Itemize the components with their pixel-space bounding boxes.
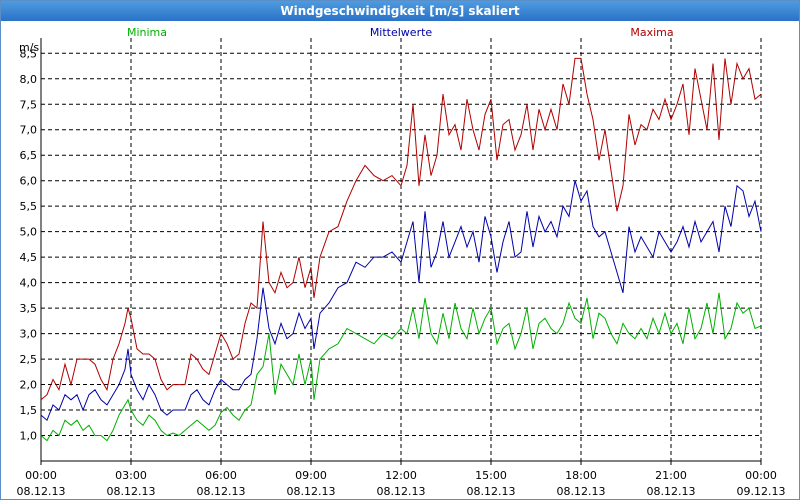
x-axis: 00:00 08.12.13 03:00 08.12.13 06:00 08.12.13 0… — [17, 461, 786, 498]
x-tick-time: 00:00 — [745, 469, 777, 482]
y-tick-label: 3,5 — [20, 302, 38, 315]
y-tick-label: 6,0 — [20, 175, 38, 188]
series-line-mittelwerte — [40, 180, 762, 422]
legend-maxima: Maxima — [630, 26, 673, 39]
window-title: Windgeschwindigkeit [m/s] skaliert — [1, 1, 799, 21]
y-tick-label: 1,0 — [20, 430, 38, 443]
x-tick-date: 08.12.13 — [557, 485, 606, 498]
x-tick-time: 18:00 — [565, 469, 597, 482]
x-tick-time: 09:00 — [295, 469, 327, 482]
series-line-minima — [40, 292, 762, 442]
legend-minima: Minima — [127, 26, 167, 39]
y-axis: m/s 1,0 1,5 2,0 2,5 3,0 3,5 4,0 4,5 5,0 5,5 6,0 6,5 7… — [19, 41, 39, 443]
y-tick-label: 7,5 — [20, 98, 38, 111]
y-tick-label: 1,5 — [20, 404, 38, 417]
y-tick-label: 4,5 — [20, 251, 38, 264]
y-tick-label: 6,5 — [20, 149, 38, 162]
y-tick-label: 7,0 — [20, 124, 38, 137]
x-tick-time: 12:00 — [385, 469, 417, 482]
y-tick-label: 2,5 — [20, 353, 38, 366]
grid — [41, 38, 762, 461]
series-lines — [40, 57, 762, 442]
legend: Minima Mittelwerte Maxima — [127, 26, 674, 39]
x-tick-date: 08.12.13 — [467, 485, 516, 498]
x-tick-date: 08.12.13 — [287, 485, 336, 498]
y-tick-label: 5,5 — [20, 200, 38, 213]
y-tick-label: 2,0 — [20, 379, 38, 392]
y-axis-label: m/s — [19, 41, 39, 54]
x-tick-time: 06:00 — [205, 469, 237, 482]
x-tick-date: 08.12.13 — [107, 485, 156, 498]
y-tick-label: 8,5 — [20, 47, 38, 60]
y-tick-label: 8,0 — [20, 73, 38, 86]
y-tick-label: 5,0 — [20, 226, 38, 239]
x-tick-time: 15:00 — [475, 469, 507, 482]
series-line-maxima — [40, 57, 762, 401]
y-tick-label: 4,0 — [20, 277, 38, 290]
x-tick-time: 03:00 — [115, 469, 147, 482]
wind-speed-chart: m/s 1,0 1,5 2,0 2,5 3,0 3,5 4,0 4,5 5,0 5,5 6,0 6,5 7… — [17, 26, 786, 498]
x-tick-date: 09.12.13 — [737, 485, 786, 498]
x-tick-date: 08.12.13 — [377, 485, 426, 498]
x-tick-date: 08.12.13 — [17, 485, 66, 498]
y-tick-label: 3,0 — [20, 328, 38, 341]
legend-mittelwerte: Mittelwerte — [370, 26, 433, 39]
x-tick-time: 00:00 — [25, 469, 57, 482]
x-tick-date: 08.12.13 — [647, 485, 696, 498]
x-tick-date: 08.12.13 — [197, 485, 246, 498]
x-tick-time: 21:00 — [655, 469, 687, 482]
